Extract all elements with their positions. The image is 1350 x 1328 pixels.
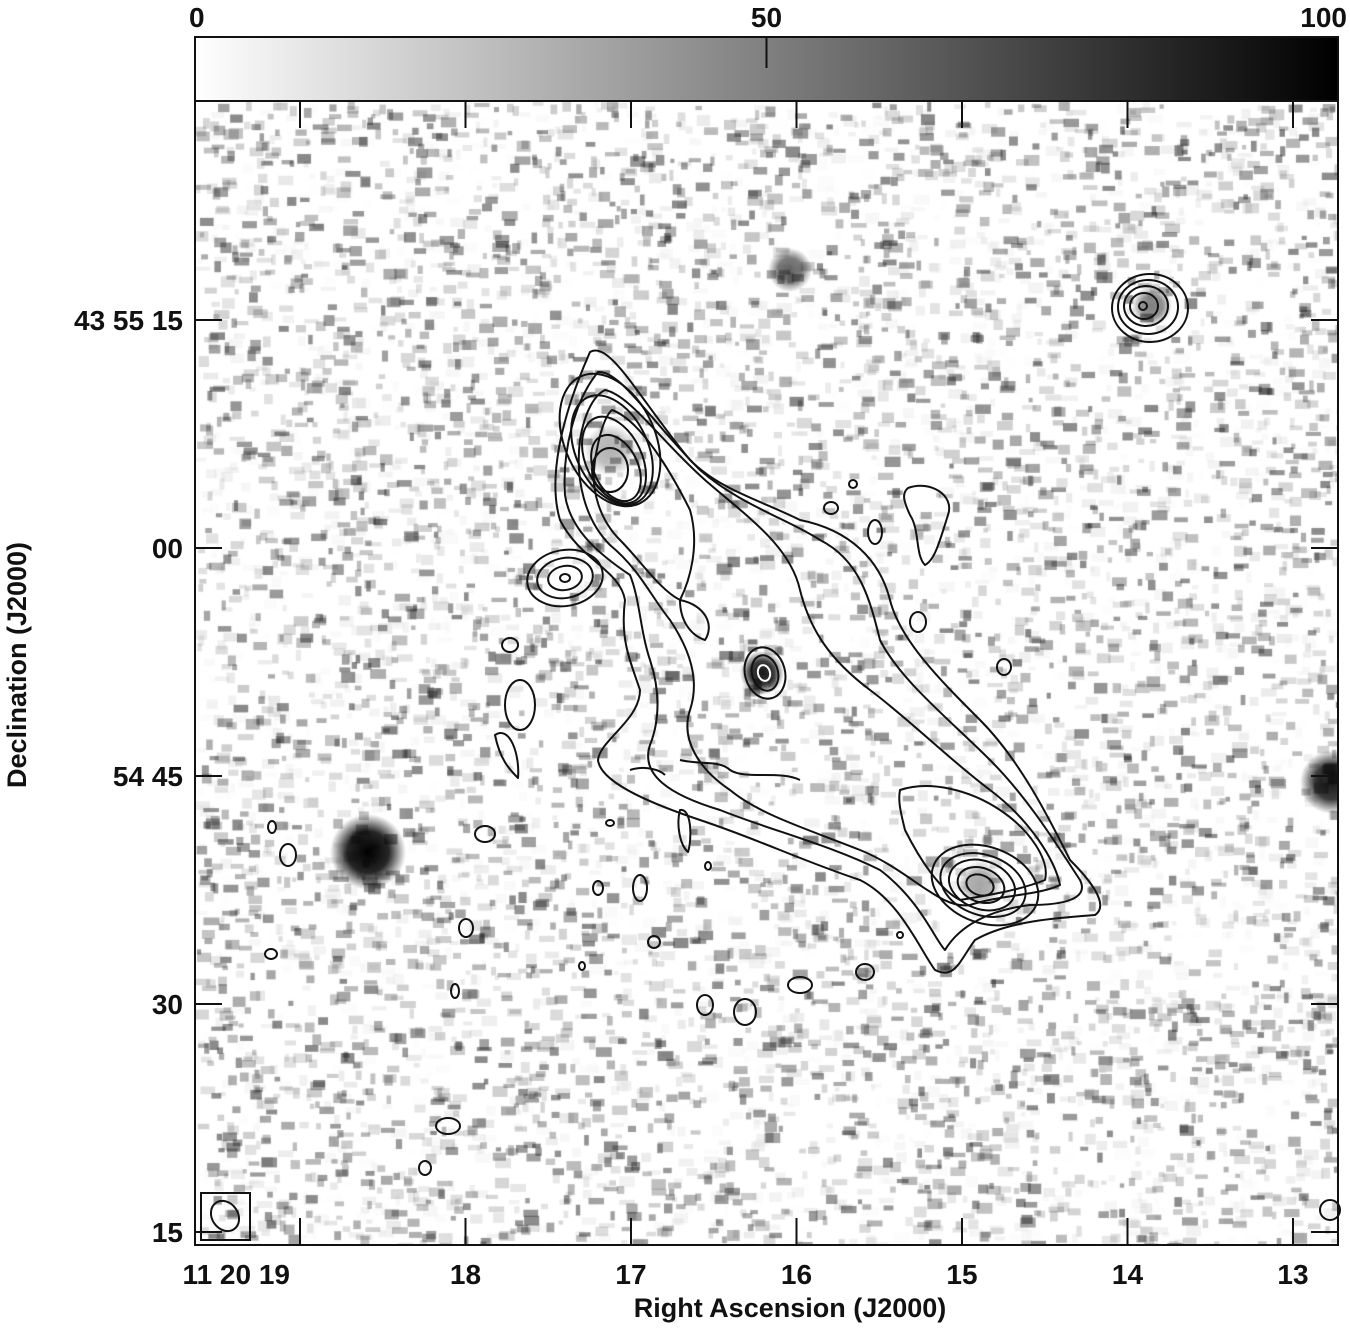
contour-line [948,858,1016,912]
contour-line [554,349,1102,974]
contour-line [756,664,772,682]
y-tick-label: 15 [152,1217,183,1248]
contour-line [855,963,875,981]
contour-line [504,679,536,731]
contour-line [939,852,1027,918]
contour-line [629,759,801,781]
x-tick-label: 11 20 19 [183,1259,290,1290]
contour-line [264,948,278,960]
contour-line [632,874,648,902]
y-axis-ticks: 43 55 15 00 54 45 30 15 [74,305,1338,1248]
x-tick-label: 13 [1277,1259,1308,1290]
contour-line [591,447,629,493]
contour-layer [264,273,1341,1221]
contour-line [1123,285,1169,327]
y-tick-label: 54 45 [113,761,183,792]
contour-line [1117,279,1179,335]
x-axis-label: Right Ascension (J2000) [634,1293,947,1323]
contour-line [956,866,1006,904]
colorbar-tick-label: 0 [189,2,205,33]
x-tick-label: 16 [781,1259,812,1290]
contour-line [418,1160,432,1176]
contour-line [494,732,520,779]
contour-line [1111,273,1189,343]
beam-ellipse [209,1199,241,1233]
colorbar-tick-label: 100 [1300,2,1347,33]
x-tick-label: 14 [1112,1259,1144,1290]
x-axis-ticks: 11 20 19 18 17 16 15 14 13 [183,101,1309,1290]
colorbar-tick-label: 50 [751,2,782,33]
x-tick-label: 17 [615,1259,646,1290]
contour-line [570,394,654,506]
contour-line [750,654,780,692]
contour-line [450,983,460,999]
contour-line [1319,1199,1341,1221]
contour-line [896,931,904,939]
contour-line [996,658,1012,676]
contour-line [577,389,1061,907]
contour-line [501,637,519,653]
contour-line [578,961,586,971]
contour-line [590,433,642,503]
contour-line [558,372,662,508]
x-tick-label: 15 [946,1259,977,1290]
beam-box [200,1192,251,1241]
colorbar-ticks: 0 50 100 [189,2,1347,68]
contour-line [965,873,995,897]
y-tick-label: 43 55 15 [74,305,183,336]
contour-line [526,548,604,608]
contour-line [704,861,712,871]
contour-line [647,935,661,949]
greyscale-image [195,101,1338,1245]
contour-line [435,1117,461,1135]
x-tick-label: 18 [450,1259,481,1290]
contour-line [1129,292,1159,320]
contour-line [267,820,277,834]
contour-line [592,409,696,601]
contour-line [563,370,1083,951]
contour-line [743,646,787,700]
contour-line [592,880,604,896]
contour-line [677,809,692,853]
contour-line [581,415,647,505]
contour-line [679,599,710,641]
contour-line [930,843,1040,927]
contour-line [903,484,951,566]
y-tick-label: 30 [152,989,183,1020]
contour-line [848,479,858,489]
y-axis-label: Declination (J2000) [2,542,32,788]
contour-line [733,998,757,1026]
contour-line [559,573,571,583]
contour-line [605,819,615,827]
contour-line [787,976,813,994]
y-tick-label: 00 [152,533,183,564]
contour-line [279,843,297,867]
plot-frame [194,100,1339,1246]
contour-line [823,501,839,515]
contour-line [458,918,474,938]
contour-line [536,556,594,600]
contour-line [1138,301,1148,311]
contour-line [909,611,927,633]
contour-line [547,564,583,592]
contour-line [474,825,496,843]
contour-line [898,785,1047,901]
contour-line [696,994,714,1016]
contour-line [867,519,883,545]
